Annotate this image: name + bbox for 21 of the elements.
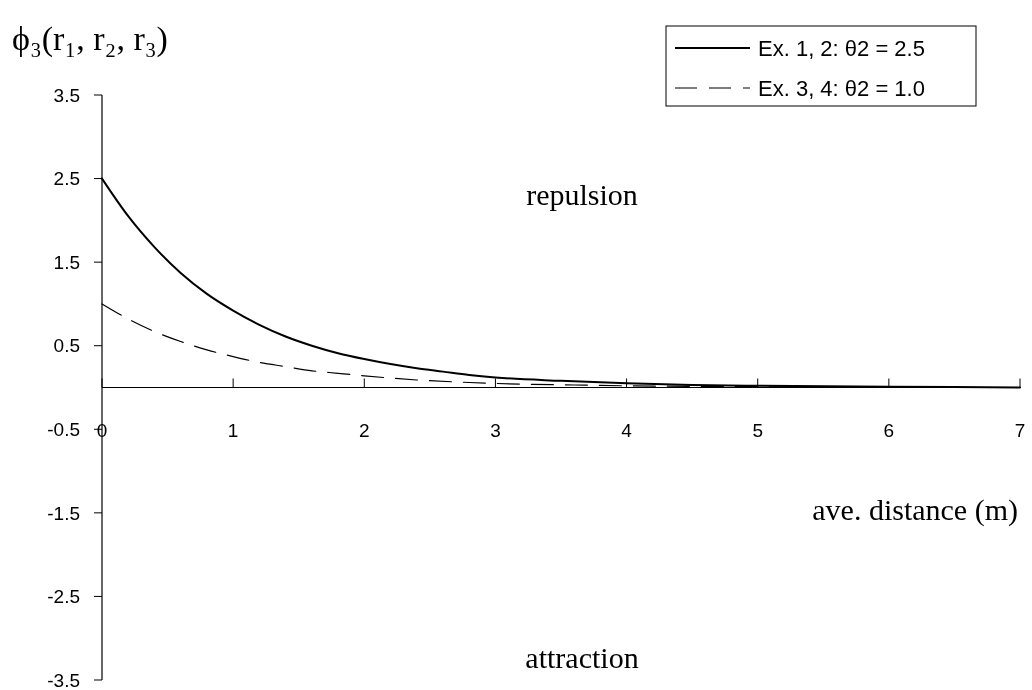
legend-label: Ex. 1, 2: θ2 = 2.5 (758, 35, 925, 61)
x-tick-label: 7 (1014, 420, 1026, 442)
y-tick-label: -3.5 (47, 669, 80, 690)
y-tick-label: 0.5 (53, 335, 80, 357)
y-tick-label: 3.5 (53, 84, 80, 106)
x-tick-label: 2 (359, 420, 370, 442)
y-tick-label: -1.5 (47, 502, 80, 524)
x-tick-label: 3 (490, 420, 501, 442)
y-axis-title: ϕ₃(r₁, r₂, r₃) (12, 20, 168, 58)
annotation: attraction (525, 641, 639, 674)
x-tick-label: 5 (752, 420, 763, 442)
x-tick-label: 4 (621, 420, 633, 442)
y-tick-label: -2.5 (47, 586, 80, 608)
legend-label: Ex. 3, 4: θ2 = 1.0 (758, 75, 925, 101)
x-tick-label: 1 (227, 420, 239, 442)
annotation: repulsion (526, 178, 638, 211)
x-tick-label: 6 (883, 420, 895, 442)
y-tick-label: -0.5 (47, 418, 80, 440)
x-axis-title: ave. distance (m) (812, 493, 1018, 527)
y-tick-label: 2.5 (53, 168, 80, 190)
y-tick-label: 1.5 (53, 251, 80, 273)
